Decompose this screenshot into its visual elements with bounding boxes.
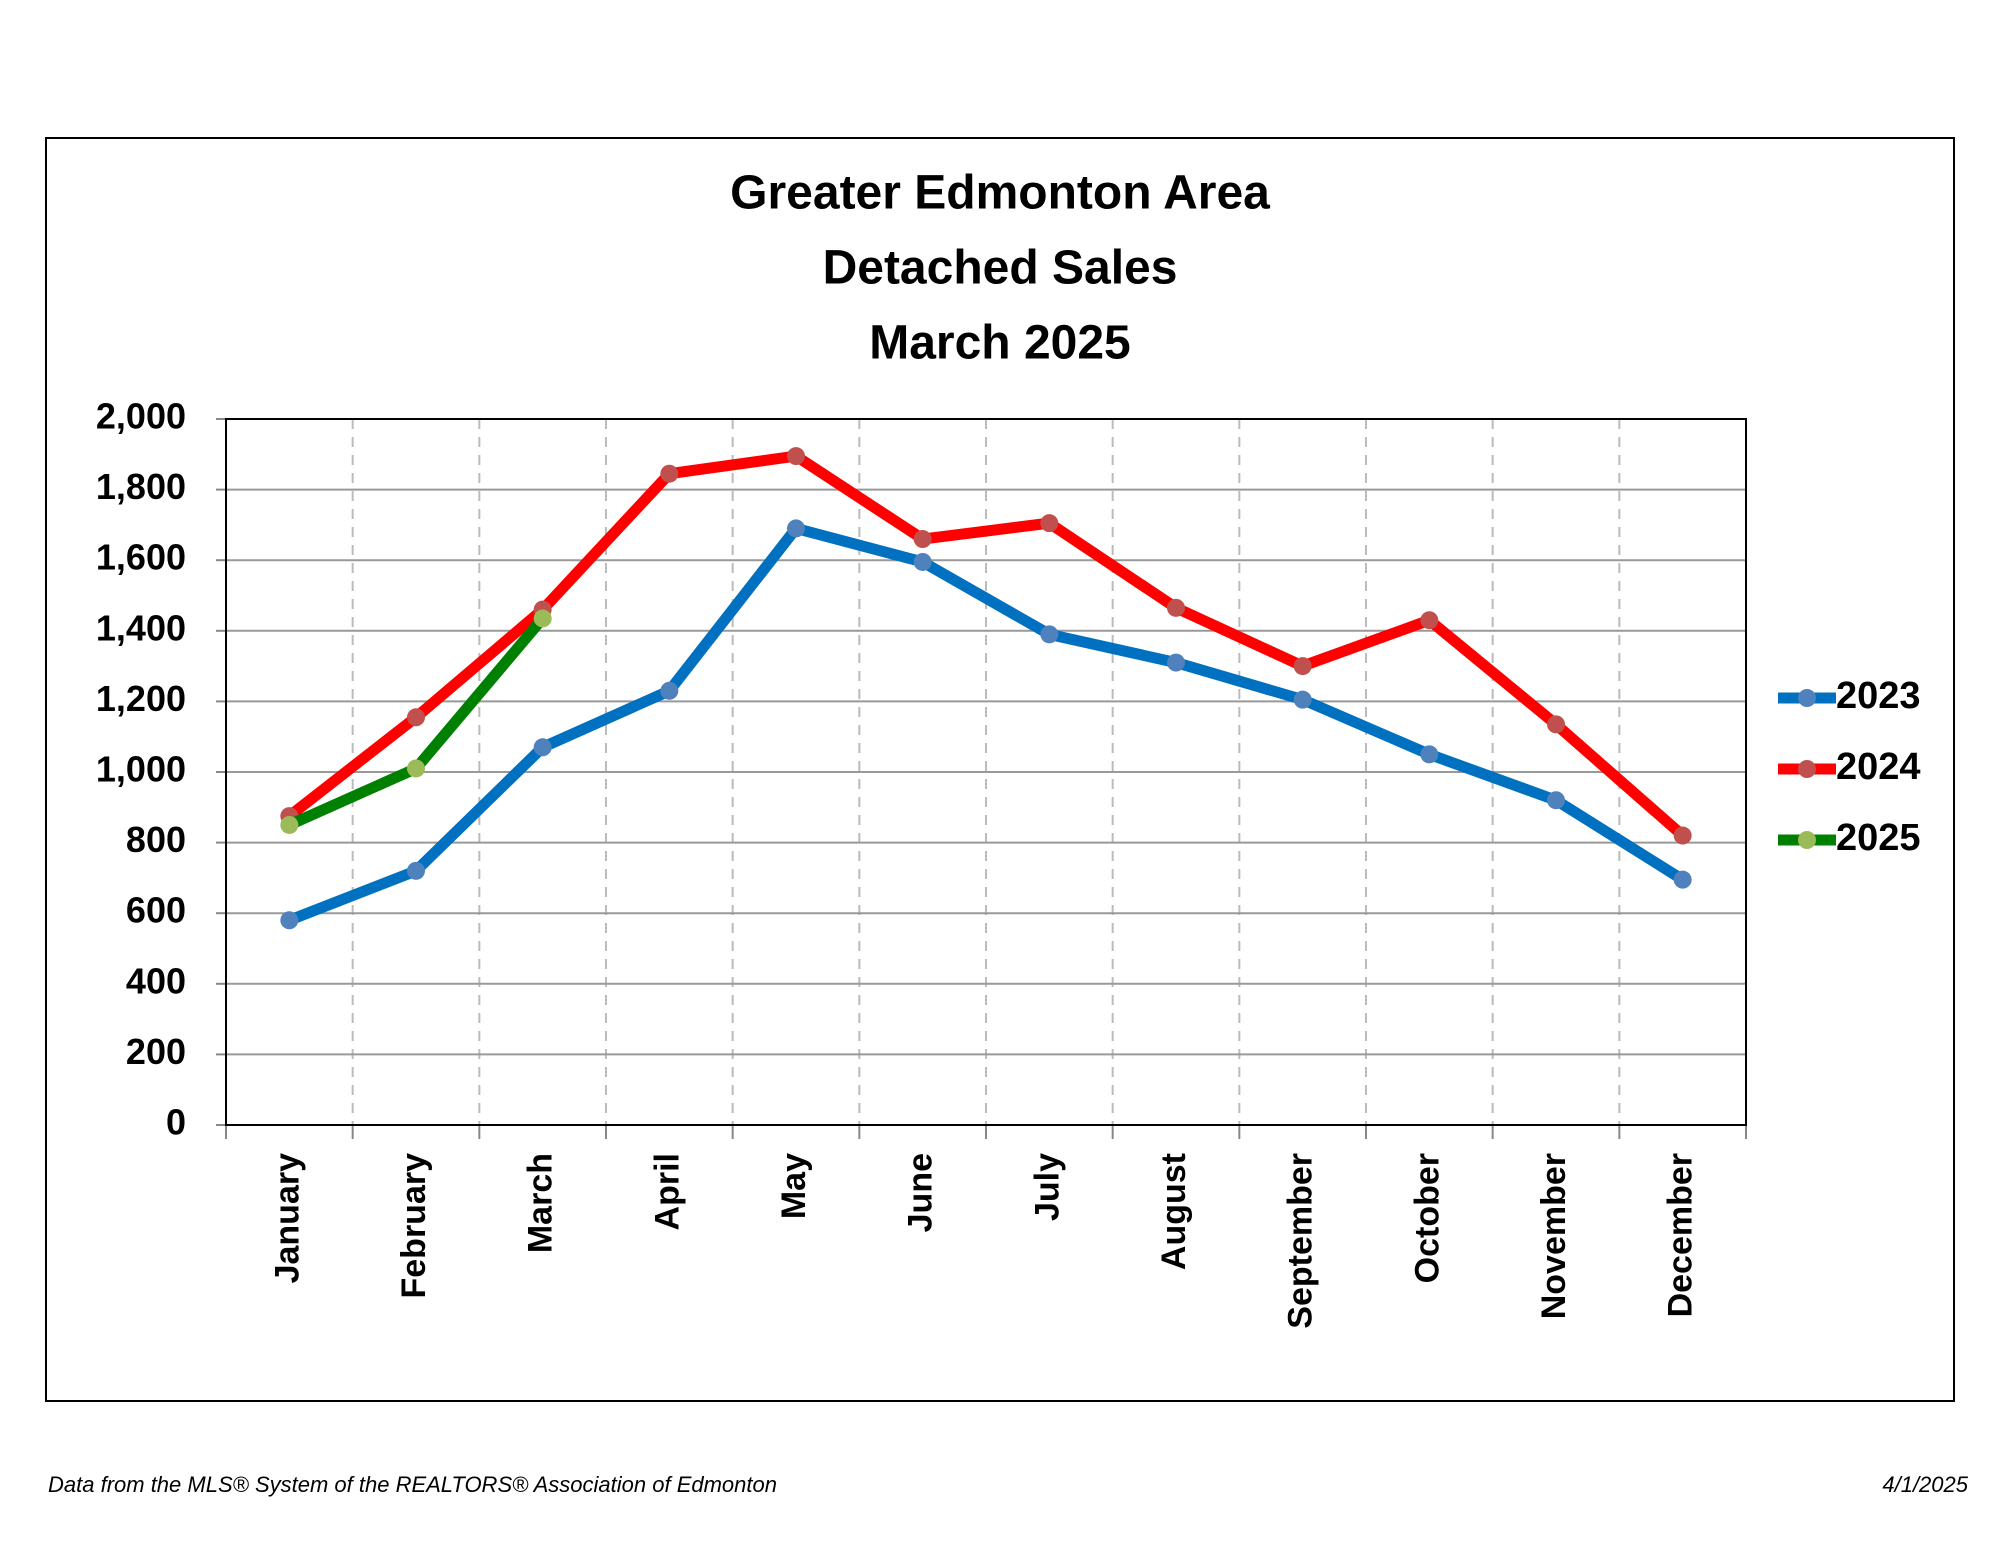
point	[407, 708, 425, 727]
y-tick-label: 1,600	[96, 537, 186, 578]
chart-title: Greater Edmonton Area	[730, 167, 1270, 220]
point	[280, 815, 299, 834]
x-tick-label: April	[648, 1153, 686, 1230]
x-tick-label: May	[775, 1153, 813, 1219]
point	[787, 447, 805, 466]
point	[407, 861, 425, 880]
plot-frame	[225, 418, 1747, 1126]
legend-label: 2024	[1836, 746, 1921, 788]
source-note: Data from the MLS® System of the REALTOR…	[48, 1472, 777, 1497]
point	[1040, 514, 1059, 533]
point	[1420, 611, 1439, 630]
x-tick-label: March	[522, 1153, 560, 1253]
legend-marker	[1798, 689, 1816, 707]
point	[660, 681, 679, 700]
x-tick-label: November	[1535, 1153, 1573, 1319]
legend-marker	[1798, 831, 1816, 849]
point	[1040, 625, 1059, 644]
point	[913, 552, 932, 571]
point	[1167, 598, 1185, 617]
y-tick-label: 1,800	[96, 466, 186, 507]
point	[913, 530, 932, 549]
legend-label: 2025	[1836, 817, 1921, 859]
point	[787, 519, 805, 538]
chart-frame	[45, 137, 1955, 1402]
point	[407, 759, 425, 778]
chart-title: Detached Sales	[823, 242, 1178, 295]
x-tick-label: December	[1662, 1153, 1700, 1317]
x-tick-label: August	[1155, 1153, 1193, 1270]
x-tick-label: September	[1282, 1153, 1320, 1329]
y-tick-label: 1,200	[96, 678, 186, 719]
legend-label: 2023	[1836, 675, 1921, 717]
x-tick-label: July	[1028, 1153, 1066, 1221]
x-tick-label: October	[1408, 1153, 1446, 1283]
point	[1420, 745, 1439, 764]
y-tick-label: 400	[126, 960, 186, 1001]
chart-title: March 2025	[869, 317, 1131, 370]
line-series	[287, 522, 1686, 926]
point	[1293, 657, 1312, 676]
y-tick-label: 200	[126, 1031, 186, 1072]
point	[660, 464, 679, 483]
point	[533, 609, 552, 628]
point	[1673, 870, 1692, 889]
point	[1547, 715, 1565, 734]
point	[1293, 690, 1312, 709]
x-tick-label: February	[395, 1153, 433, 1299]
point	[280, 911, 299, 930]
y-tick-label: 0	[166, 1102, 186, 1143]
y-tick-label: 1,000	[96, 749, 186, 790]
y-tick-label: 1,400	[96, 607, 186, 648]
point	[1547, 791, 1565, 810]
legend-marker	[1798, 760, 1816, 778]
y-tick-label: 600	[126, 890, 186, 931]
line-series	[285, 450, 1687, 840]
point	[533, 738, 552, 757]
y-tick-label: 2,000	[96, 396, 186, 437]
y-tick-label: 800	[126, 819, 186, 860]
x-tick-label: January	[268, 1153, 306, 1283]
date-note: 4/1/2025	[1882, 1472, 1968, 1497]
point	[1167, 653, 1185, 672]
x-tick-label: June	[902, 1153, 940, 1232]
point	[1673, 826, 1692, 845]
